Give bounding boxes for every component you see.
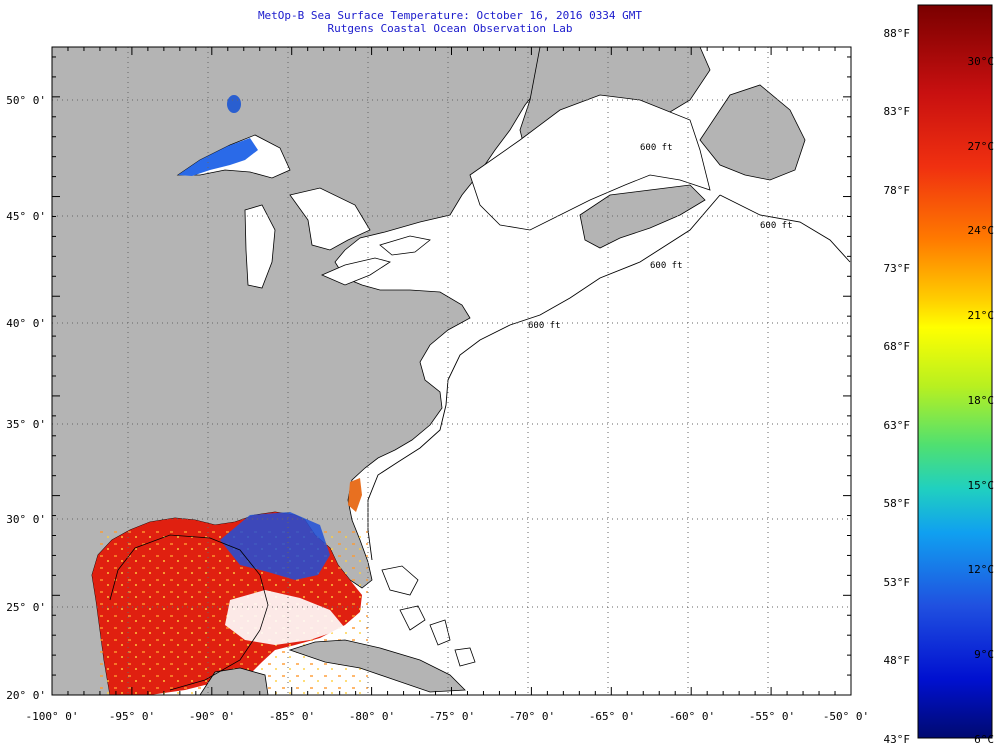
colorbar-c-label: 27°C	[968, 140, 995, 153]
lat-label: 25° 0'	[6, 601, 46, 614]
land-cuba	[288, 639, 466, 693]
lake-ontario	[379, 235, 431, 256]
contour-label-4: 600 ft	[528, 321, 561, 331]
lon-label: -95° 0'	[109, 710, 155, 723]
lat-label: 20° 0'	[6, 689, 46, 702]
colorbar-f-label: 83°F	[884, 105, 911, 118]
lon-label: -65° 0'	[589, 710, 635, 723]
lon-label: -75° 0'	[429, 710, 475, 723]
colorbar-f-label: 68°F	[884, 340, 911, 353]
lon-label: -50° 0'	[823, 710, 869, 723]
lat-label: 35° 0'	[6, 418, 46, 431]
map-title: MetOp-B Sea Surface Temperature: October…	[257, 9, 643, 22]
lon-label: -60° 0'	[669, 710, 715, 723]
lat-label: 30° 0'	[6, 513, 46, 526]
colorbar-f-label: 78°F	[884, 184, 911, 197]
lon-label: -100° 0'	[26, 710, 79, 723]
colorbar-f-label: 53°F	[884, 576, 911, 589]
lon-label: -90° 0'	[189, 710, 235, 723]
colorbar-c-label: 21°C	[968, 309, 995, 322]
contour-label-2: 600 ft	[760, 221, 793, 231]
colorbar-c-label: 12°C	[968, 563, 995, 576]
cloud-patch	[225, 590, 345, 645]
lon-label: -80° 0'	[349, 710, 395, 723]
sst-mixed-patch	[220, 512, 330, 580]
sst-florida-strip	[348, 478, 362, 512]
lake-michigan	[244, 204, 276, 289]
colorbar-c-label: 15°C	[968, 479, 995, 492]
lat-label: 40° 0'	[6, 317, 46, 330]
lat-label: 45° 0'	[6, 210, 46, 223]
land-newfoundland	[699, 84, 806, 181]
colorbar-c-label: 24°C	[968, 224, 995, 237]
colorbar-f-label: 88°F	[884, 27, 911, 40]
map-subtitle: Rutgens Coastal Ocean Observation Lab	[327, 22, 573, 35]
colorbar-c-label: 30°C	[968, 55, 995, 68]
colorbar-c-label: 6°C	[974, 733, 994, 746]
lake-huron	[289, 187, 371, 251]
colorbar-c-label: 18°C	[968, 394, 995, 407]
axis-ticks	[51, 47, 852, 696]
lat-label: 50° 0'	[6, 94, 46, 107]
colorbar-f-label: 43°F	[884, 733, 911, 746]
graticule	[52, 47, 851, 695]
contour-label-1: 600 ft	[640, 143, 673, 153]
gulf-st-lawrence	[469, 94, 711, 231]
colorbar-f-label: 73°F	[884, 262, 911, 275]
sst-cold-lake	[178, 138, 258, 176]
sst-cold-lake-small	[227, 95, 241, 113]
shelf-contour	[367, 194, 851, 561]
colorbar-f-label: 48°F	[884, 654, 911, 667]
colorbar	[917, 4, 993, 739]
colorbar-f-label: 63°F	[884, 419, 911, 432]
lon-label: -70° 0'	[509, 710, 555, 723]
contour-label-3: 600 ft	[650, 261, 683, 271]
lon-label: -85° 0'	[269, 710, 315, 723]
lake-erie	[320, 257, 391, 286]
colorbar-f-label: 58°F	[884, 497, 911, 510]
lon-label: -55° 0'	[749, 710, 795, 723]
colorbar-c-label: 9°C	[974, 648, 994, 661]
land-north-america	[52, 47, 546, 695]
shelf-contour-gulf	[109, 534, 269, 691]
